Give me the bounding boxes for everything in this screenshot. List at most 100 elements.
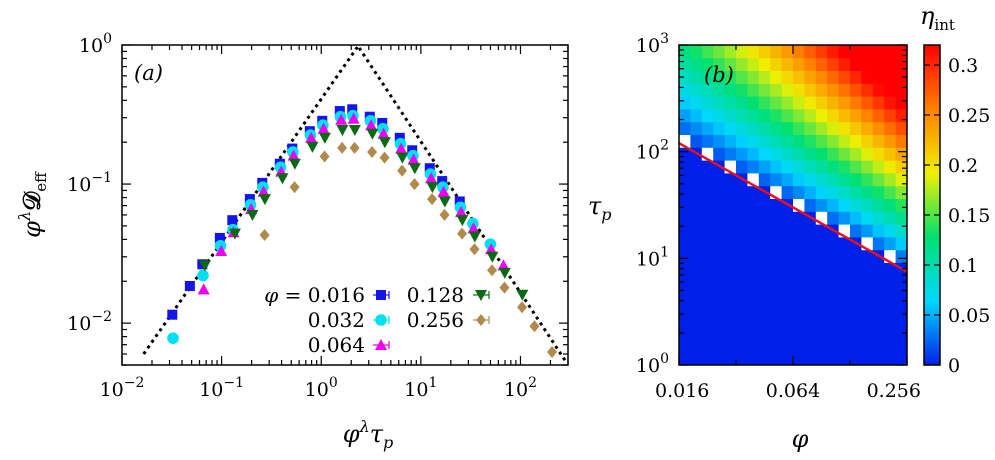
heatmap-cell — [827, 301, 839, 315]
heatmap-cell — [701, 70, 714, 84]
heatmap-cell — [838, 352, 851, 366]
legend-marker — [375, 314, 387, 326]
heatmap-cell — [713, 147, 725, 161]
heatmap-cell — [690, 109, 703, 123]
heatmap-cell — [895, 70, 908, 84]
data-point-0.256 — [319, 150, 330, 163]
heatmap-cell — [793, 326, 805, 340]
legend-marker — [375, 339, 387, 350]
heatmap-cell — [781, 173, 794, 187]
heatmap-cell — [793, 83, 805, 97]
heatmap-cell — [850, 262, 862, 276]
heatmap-cell — [747, 352, 760, 366]
heatmap-cell — [679, 237, 691, 251]
heatmap-cell — [713, 109, 725, 123]
data-point-0.064 — [347, 112, 360, 124]
heatmap-cell — [758, 96, 771, 110]
data-point-0.064 — [455, 205, 468, 217]
data-point-0.064 — [365, 119, 378, 131]
heatmap-cell — [679, 109, 691, 123]
data-point-0.128 — [378, 137, 391, 149]
heatmap-cell — [884, 121, 896, 135]
heatmap-cell — [747, 211, 760, 225]
colorbar-label: ηint — [920, 2, 955, 34]
heatmap-cell — [850, 147, 862, 161]
heatmap-cell — [815, 109, 828, 123]
heatmap-cell — [770, 83, 782, 97]
heatmap-cell — [872, 224, 885, 238]
heatmap-cell — [895, 109, 908, 123]
heatmap-cell — [884, 57, 896, 71]
heatmap-cell — [850, 134, 862, 148]
heatmap-cell — [850, 249, 862, 263]
legend-label: 0.064 — [308, 333, 365, 357]
heatmap-cell — [838, 121, 851, 135]
data-point-0.064 — [437, 185, 450, 197]
heatmap-cell — [815, 288, 828, 302]
heatmap-cell — [793, 147, 805, 161]
data-point-0.032 — [197, 269, 209, 282]
heatmap-cell — [758, 211, 771, 225]
heatmap-cell — [872, 288, 885, 302]
data-point-0.256 — [439, 208, 450, 221]
heatmap-cell — [861, 96, 874, 110]
heatmap-cell — [861, 45, 874, 59]
legend-marker — [376, 290, 386, 300]
heatmap-cell — [884, 339, 896, 353]
data-point-0.128 — [486, 251, 499, 263]
heatmap-cell — [747, 301, 760, 315]
heatmap-cell — [827, 45, 839, 59]
heatmap-cell — [884, 313, 896, 327]
heatmap-cell — [827, 70, 839, 84]
heatmap-cell — [758, 121, 771, 135]
heatmap-cell — [724, 121, 737, 135]
heatmap-cell — [838, 173, 851, 187]
heatmap-cell — [895, 237, 908, 251]
data-point-0.032 — [167, 332, 179, 344]
heatmap-cell — [861, 224, 874, 238]
heatmap-cell — [838, 70, 851, 84]
heatmap-cell — [804, 147, 817, 161]
data-point-0.128 — [276, 173, 289, 185]
heatmap-cell — [781, 211, 794, 225]
heatmap-cell — [895, 83, 908, 97]
heatmap-cell — [793, 262, 805, 276]
heatmap-cell — [701, 211, 714, 225]
heatmap-cell — [838, 198, 851, 212]
data-point-0.128 — [468, 231, 481, 243]
heatmap-cell — [838, 313, 851, 327]
heatmap-cell — [690, 224, 703, 238]
heatmap-cell — [747, 96, 760, 110]
heatmap-cell — [724, 70, 737, 84]
data-point-0.064 — [377, 127, 390, 139]
heatmap-cell — [861, 313, 874, 327]
heatmap-cell — [781, 249, 794, 263]
heatmap-cell — [679, 301, 691, 315]
heatmap-cell — [781, 109, 794, 123]
heatmap-cell — [758, 301, 771, 315]
heatmap-cell — [713, 262, 725, 276]
heatmap-cell — [850, 313, 862, 327]
heatmap-cell — [861, 173, 874, 187]
heatmap-cell — [701, 173, 714, 187]
heatmap-cell — [838, 134, 851, 148]
data-point-0.128 — [348, 124, 361, 136]
data-point-0.064 — [317, 122, 330, 134]
x-axis-label-b: φ — [792, 425, 809, 453]
heatmap-cell — [747, 173, 760, 187]
heatmap-cell — [804, 160, 817, 174]
heatmap-cell — [724, 198, 737, 212]
heatmap-cell — [679, 96, 691, 110]
heatmap-cell — [736, 109, 748, 123]
heatmap-cell — [861, 326, 874, 340]
heatmap-cell — [736, 224, 748, 238]
colorbar-tick-label: 0.2 — [948, 155, 978, 177]
heatmap-cell — [804, 57, 817, 71]
heatmap-cell — [827, 173, 839, 187]
heatmap-cell — [884, 109, 896, 123]
heatmap-cell — [690, 326, 703, 340]
heatmap-cell — [781, 313, 794, 327]
heatmap-cell — [736, 313, 748, 327]
heatmap-cell — [713, 83, 725, 97]
